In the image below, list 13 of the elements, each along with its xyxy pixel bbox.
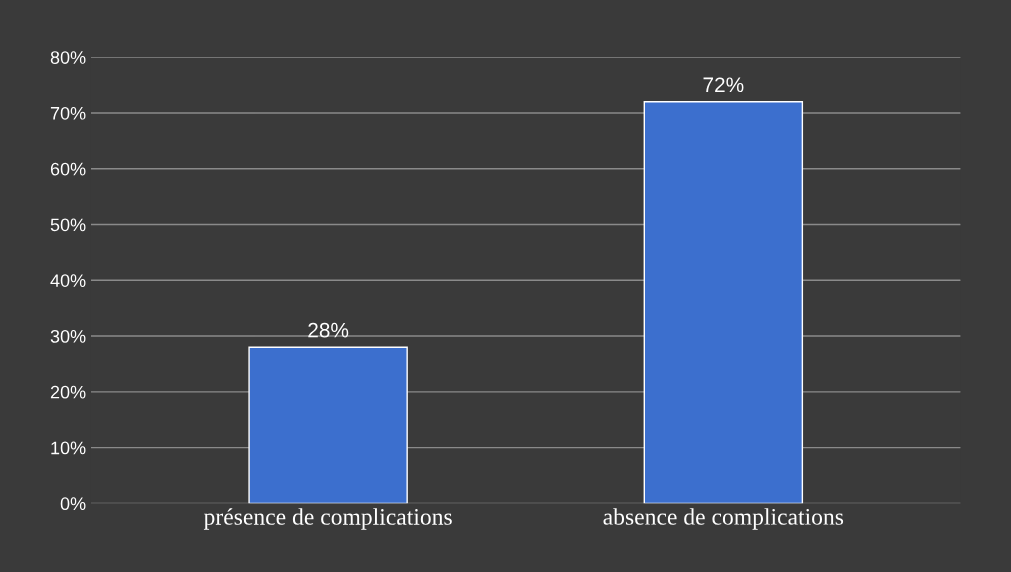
y-tick-label: 50% <box>50 218 86 232</box>
y-tick-label: 40% <box>50 274 86 287</box>
data-label: 28% <box>308 322 349 338</box>
y-tick-label: 80% <box>50 51 86 64</box>
y-tick-label: 60% <box>50 162 86 176</box>
data-label: 72% <box>703 77 744 93</box>
y-tick-label: 30% <box>50 329 86 343</box>
x-tick-label: absence de complications <box>603 508 844 530</box>
y-tick-label: 0% <box>60 497 86 511</box>
y-tick-label: 70% <box>50 106 86 120</box>
x-tick-label: présence de complications <box>203 508 452 530</box>
y-tick-label: 20% <box>50 385 86 399</box>
y-tick-label: 10% <box>51 441 86 455</box>
